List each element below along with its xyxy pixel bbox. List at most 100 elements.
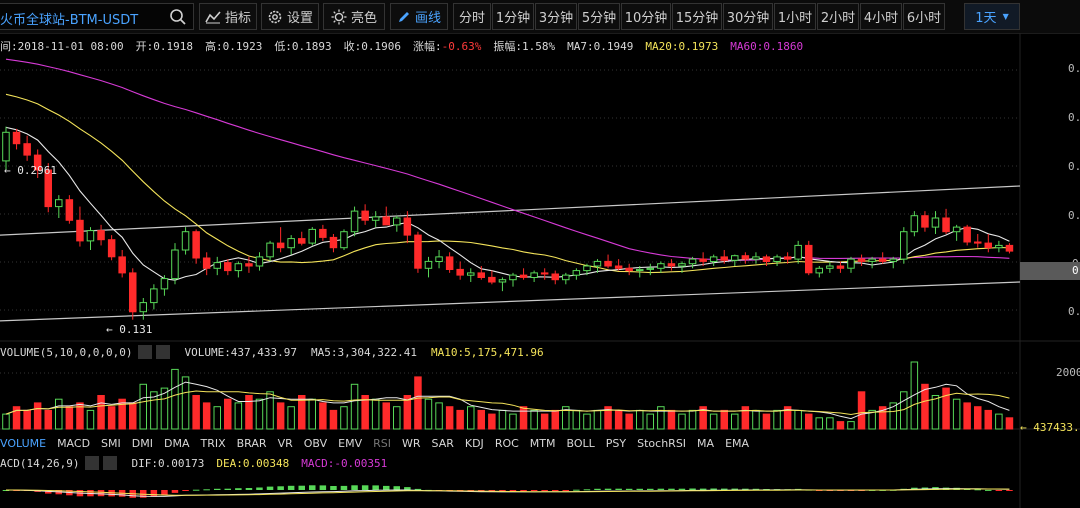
period-button[interactable]: 4小时 [860,3,902,30]
period-button[interactable]: 5分钟 [578,3,620,30]
info-high: 高:0.1923 [204,40,263,53]
candle-body [129,272,137,313]
indicator-tab[interactable]: BOLL [566,436,595,450]
volume-bar [931,395,940,430]
close-icon[interactable] [156,345,171,359]
channel-upper-line [0,185,1021,236]
chevron-down-icon: ▼ [1002,12,1009,21]
volume-bar [202,402,211,430]
volume-bar [467,406,475,430]
macd-histogram-bar [245,488,253,490]
candle-body [900,231,908,260]
bright-button[interactable]: 亮色 [323,3,385,30]
volume-bar [445,406,454,430]
macd-histogram-bar [414,488,422,490]
volume-bar [625,413,633,430]
candle-body [371,216,380,221]
candle-body [731,255,739,261]
candle-body [86,230,95,242]
indicator-tab[interactable]: BRAR [236,436,267,450]
indicator-tab[interactable]: MACD [57,436,91,450]
period-button[interactable]: 30分钟 [723,3,773,30]
pair-search[interactable]: 火币全球站-BTM-USDT [0,3,194,30]
candle-body [963,226,971,243]
macd-histogram-bar [985,489,992,491]
volume-bar [509,413,517,430]
volume-bar [329,409,338,430]
indicator-tab[interactable]: VOLUME [0,436,47,450]
candle-body [424,260,433,269]
indicator-tab[interactable]: ROC [494,436,519,450]
indicator-tab[interactable]: DMA [163,436,190,450]
indicator-tab[interactable]: EMA [725,436,750,450]
macd-histogram-bar [266,486,274,490]
period-button[interactable]: 2小时 [817,3,859,30]
bright-label: 亮色 [350,11,377,26]
candle-body [245,263,253,267]
period-button[interactable]: 10分钟 [621,3,671,30]
indicator-tab[interactable]: RSI [373,436,391,450]
indicator-tab[interactable]: VR [277,436,293,450]
indicator-tab[interactable]: OBV [303,436,328,450]
period-button[interactable]: 1小时 [774,3,816,30]
candle-body [55,199,63,208]
macd-histogram-bar [657,488,665,490]
volume-bar [952,398,961,430]
candle-body [234,263,243,272]
volume-bar [889,402,897,430]
indicator-tab[interactable]: StochRSI [637,436,687,450]
settings-label: 设置 [286,11,313,26]
volume-bar [974,406,982,430]
macd-histogram-bar [224,488,231,490]
volume-bar [213,406,221,430]
indicator-button[interactable]: 指标 [199,3,257,30]
candle-body [329,236,338,249]
volume-bar [530,409,538,430]
macd-histogram-bar [668,488,675,490]
candle-body [308,228,316,244]
indicator-tab[interactable]: SMI [101,436,121,450]
candle-body [224,262,232,272]
draw-line-button[interactable]: 画线 [390,3,448,30]
settings-icon[interactable] [138,345,153,359]
candle-body [995,244,1003,249]
indicator-tab[interactable]: EMV [338,436,363,450]
indicator-tab[interactable]: MA [697,436,715,450]
indicator-tab[interactable]: TRIX [200,436,226,450]
volume-ma10: MA10:5,175,471.96 [431,345,544,359]
volume-bar [382,402,390,430]
settings-button[interactable]: 设置 [261,3,319,30]
indicator-tab[interactable]: KDJ [464,436,484,450]
period-button[interactable]: 分时 [453,3,491,30]
candle-body [65,199,74,221]
close-icon[interactable] [103,456,118,470]
macd-histogram-bar [298,485,305,490]
indicator-tab[interactable]: SAR [431,436,454,450]
indicator-tab[interactable]: WR [401,436,421,450]
period-button[interactable]: 3分钟 [535,3,577,30]
period-button[interactable]: 1分钟 [492,3,534,30]
search-icon[interactable] [169,8,187,26]
indicator-tab[interactable]: MTM [529,436,556,450]
volume-bar [65,406,74,430]
macd-histogram-bar [404,487,411,490]
info-close: 收:0.1906 [343,40,402,53]
macd-histogram-bar [594,488,601,490]
period-1day-dropdown[interactable]: 1天 ▼ [964,3,1020,30]
period-button[interactable]: 15分钟 [672,3,722,30]
volume-bar [921,383,929,430]
indicator-tab[interactable]: DMI [131,436,153,450]
indicator-icon [205,10,221,23]
volume-value: VOLUME:437,433.97 [184,345,298,359]
candle-body [171,249,179,280]
candle-body [361,210,369,221]
macd-histogram-bar [721,488,728,490]
candle-body [350,210,359,233]
candle-body [340,231,348,249]
indicator-tab[interactable]: PSY [605,436,627,450]
volume-bar [540,413,549,430]
settings-icon[interactable] [85,456,100,470]
period-button[interactable]: 6小时 [903,3,945,30]
macd-histogram-bar [974,489,981,491]
